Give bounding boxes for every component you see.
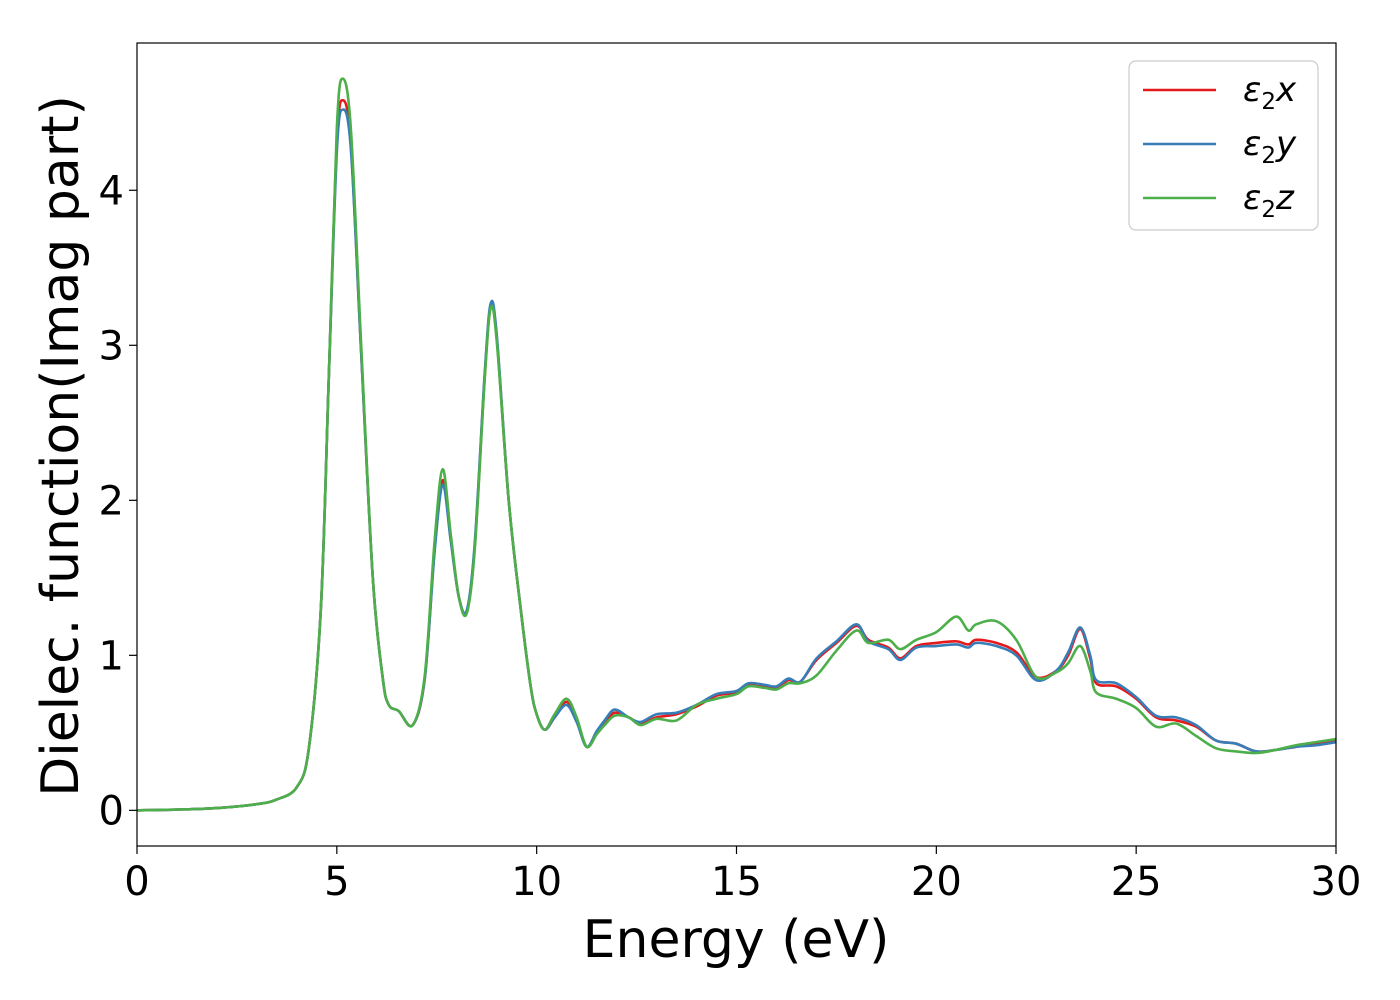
- y-tick-label: 0: [99, 788, 124, 834]
- legend-label-y: ε2y: [1243, 124, 1297, 169]
- x-tick-label: 15: [711, 859, 762, 905]
- x-tick-label: 10: [511, 859, 562, 905]
- series-line-z: [137, 77, 1336, 812]
- y-tick-label: 2: [99, 478, 124, 524]
- x-axis: 0 5 10 15 20 25 30: [124, 846, 1361, 905]
- y-tick-label: 4: [99, 168, 124, 214]
- y-tick-label: 1: [99, 633, 124, 679]
- x-tick-label: 20: [911, 859, 962, 905]
- x-tick-label: 0: [124, 859, 149, 905]
- legend-label-x: ε2x: [1243, 70, 1297, 115]
- series-layer: [137, 77, 1336, 812]
- y-tick-label: 3: [99, 323, 124, 369]
- legend-label-z: ε2z: [1243, 178, 1295, 223]
- x-tick-label: 5: [324, 859, 349, 905]
- y-axis: 0 1 2 3 4: [99, 168, 137, 834]
- y-axis-title: Dielec. function(Imag part): [31, 95, 91, 797]
- legend: ε2x ε2y ε2z: [1128, 60, 1319, 231]
- x-tick-label: 25: [1111, 859, 1162, 905]
- x-tick-label: 30: [1311, 859, 1362, 905]
- legend-box: [1128, 60, 1319, 231]
- x-axis-title: Energy (eV): [583, 910, 890, 970]
